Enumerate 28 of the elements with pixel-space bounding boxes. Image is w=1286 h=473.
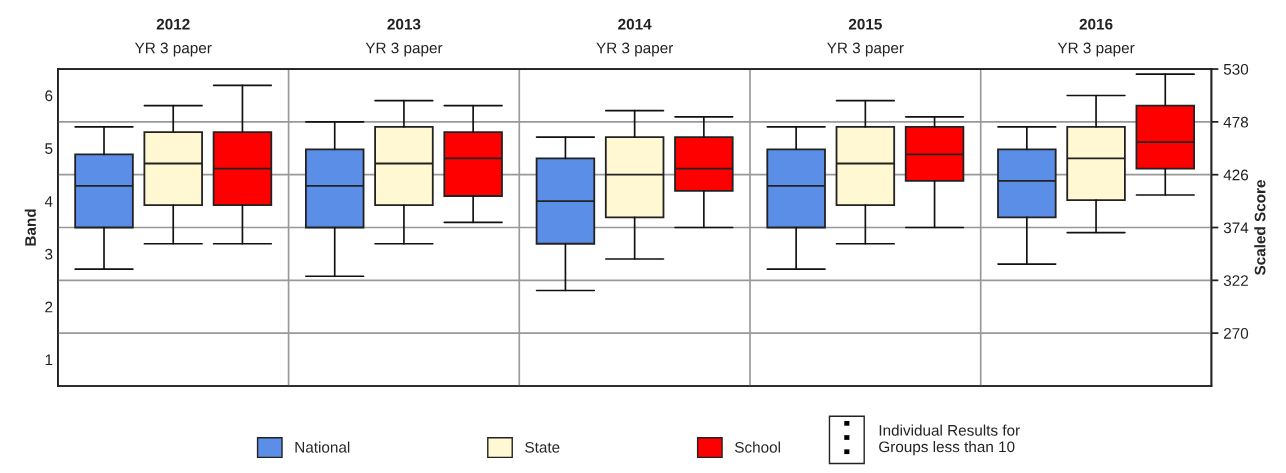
legend-label: State [525,441,560,453]
x-tick-label: 2013 [387,18,421,30]
y2-tick-label: 530 [1223,63,1249,75]
y2-tick-label: 270 [1223,328,1249,339]
legend-label: School [734,441,780,453]
text: YR 3 paper [827,42,904,57]
x-tick-label: 2016 [1079,18,1113,30]
y2-tick-label: 374 [1223,222,1249,234]
x-tick-label: 2015 [848,18,882,30]
y2-tick-label: 426 [1223,169,1249,181]
y2-axis-title: Scaled Score [1254,180,1266,276]
text: YR 3 paper [134,42,212,57]
y-tick-label: 6 [45,90,53,102]
y-tick-label: 2 [45,301,53,313]
text: YR 3 paper [1057,42,1135,57]
y2-tick-label: 478 [1223,116,1249,128]
text: YR 3 paper [365,42,443,57]
y-tick-label: 3 [45,248,53,260]
y-tick-label: 5 [45,143,53,154]
text: Individual Results for Groups less than 10 [879,424,1020,456]
x-tick-label: 2014 [618,18,652,30]
y-tick-label: 4 [44,196,53,207]
y-tick-label: 1 [45,354,53,366]
y-axis-title: Band [24,209,36,246]
legend-label: National [295,441,350,453]
x-tick-label: 2012 [156,18,190,30]
text: YR 3 paper [596,42,674,57]
y2-tick-label: 322 [1223,275,1248,287]
